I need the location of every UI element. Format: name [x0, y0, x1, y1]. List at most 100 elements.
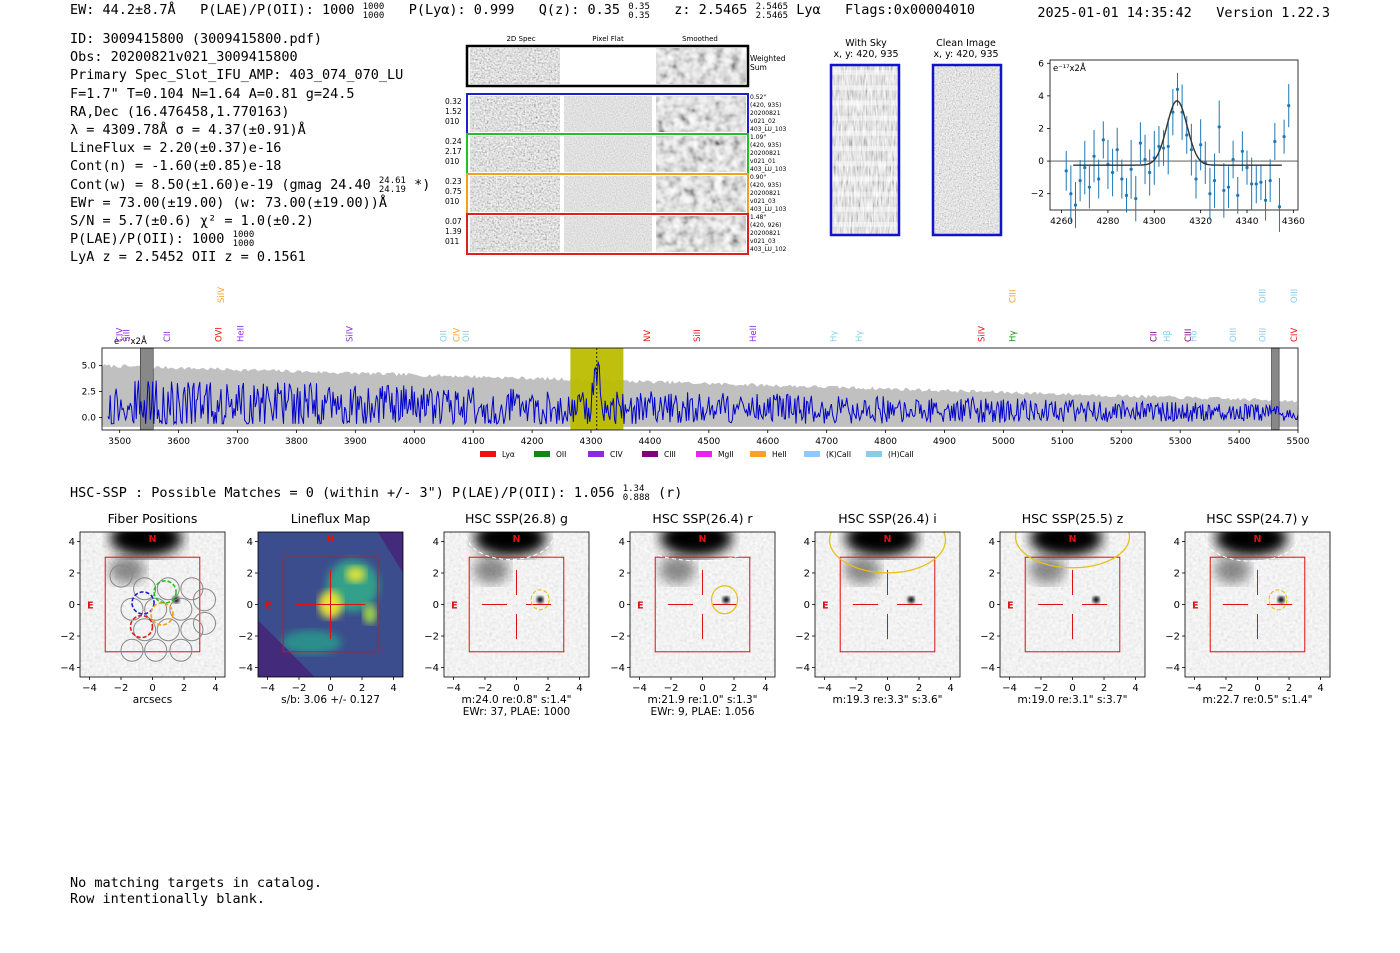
fit-data-point	[1208, 192, 1212, 196]
hsc-summary: HSC-SSP : Possible Matches = 0 (within +…	[70, 485, 682, 503]
stamp-2d	[470, 136, 560, 172]
flux-dark	[377, 532, 403, 573]
clean-image-frame	[931, 63, 1003, 237]
panel-ytick-label: −2	[238, 632, 253, 643]
stamp-gap	[560, 136, 564, 172]
header-bar: EW: 44.2±8.7Å P(LAE)/P(OII): 1000 1000 10…	[70, 2, 975, 21]
panel-ytick-label: 2	[433, 568, 439, 579]
stamp-right-label: 403_LU_102	[750, 246, 787, 253]
pixel-noise	[815, 532, 960, 677]
panel-ytick-label: 4	[619, 537, 625, 548]
fit-xtick-label: 4260	[1050, 217, 1073, 227]
panel-ytick-label: −4	[980, 663, 995, 674]
spec-line-label: CII	[163, 331, 173, 342]
fit-data-point	[1185, 133, 1189, 137]
with-sky-label: With Sky	[845, 38, 887, 49]
stamp-left-label: 0.23	[445, 177, 462, 186]
spec-line-label: Hγ	[1008, 331, 1018, 342]
stamp-right-label: (420, 926)	[750, 222, 781, 229]
panel-xtick-label: −4	[632, 683, 647, 694]
fit-data-point	[1097, 177, 1101, 181]
info-block: ID: 3009415800 (3009415800.pdf) Obs: 202…	[70, 30, 430, 266]
stamp-right-label: 20200821	[750, 150, 781, 157]
stamp-col-header: 2D Spec	[506, 35, 535, 43]
info-line: Obs: 20200821v021_3009415800	[70, 49, 298, 66]
spec-line-label: OVI	[215, 327, 225, 342]
fiber-circle	[144, 638, 168, 662]
stamp-weighted-sum-row: Weighted Sum	[465, 44, 786, 88]
header-qz-lo: 0.35	[628, 11, 650, 21]
header-flags: Flags:0x00004010	[845, 2, 976, 18]
fit-data-point	[1157, 144, 1161, 149]
star-ellipse	[632, 532, 766, 562]
spec-line-label: SiIV	[345, 326, 355, 342]
fit-data-point	[1222, 188, 1226, 193]
plae2-hi: 1000	[232, 230, 255, 241]
panel-title: Lineflux Map	[291, 511, 371, 526]
spec-line-label: CIII	[1184, 329, 1194, 342]
spec-line-label: CII	[1150, 331, 1160, 342]
panel-title: HSC SSP(26.4) i	[838, 511, 936, 526]
fiber-circle	[169, 638, 193, 662]
footer-line: No matching targets in catalog.	[70, 875, 322, 891]
plae2-range: 1000 1000	[233, 231, 255, 249]
stamp-right-label: 20200821	[750, 190, 781, 197]
sky-band	[832, 206, 898, 212]
panel-caption: arcsecs	[133, 694, 172, 706]
sky-bands	[832, 70, 898, 227]
stamp-right-label: 403_LU_103	[750, 166, 787, 173]
stamp-right-label: v021_02	[750, 118, 776, 125]
fit-data-point	[1087, 185, 1092, 189]
fit-data-point	[1240, 149, 1244, 153]
east-label: E	[87, 600, 94, 611]
panel-ytick-label: 2	[69, 568, 75, 579]
spec-xtick-label: 5200	[1110, 437, 1133, 447]
header-plae-hi: 1000	[362, 2, 385, 12]
east-label: E	[1192, 600, 1199, 611]
stamp-right-label: 403_LU_103	[750, 126, 787, 133]
spec-flux-line	[107, 361, 1299, 426]
contw-range: 24.61 24.19	[379, 176, 406, 195]
bright-star	[110, 532, 183, 557]
panel-xtick-label: 2	[545, 683, 551, 694]
plae2-text: P(LAE)/P(OII): 1000	[70, 231, 225, 248]
fit-xtick-label: 4360	[1282, 217, 1305, 227]
fit-data-point	[1115, 148, 1119, 152]
flux-peak	[345, 566, 366, 583]
stamp-flat	[560, 48, 656, 84]
fit-data-point	[1254, 182, 1258, 186]
info-line: Cont(n) = -1.60(±0.85)e-18	[70, 158, 282, 175]
spec-xtick-label: 4900	[933, 437, 956, 447]
panel-xtick-label: 0	[149, 683, 155, 694]
spec-xtick-label: 3600	[167, 437, 190, 447]
stamp-col-header: Smoothed	[682, 35, 718, 43]
fit-data-point	[1064, 169, 1068, 173]
fit-data-point	[1226, 185, 1231, 189]
stamp-frame	[465, 44, 750, 88]
info-line: λ = 4309.78Å σ = 4.37(±0.91)Å	[70, 121, 306, 138]
north-label: N	[149, 534, 157, 545]
spec-ytick-label: 5.0	[82, 362, 97, 372]
spec-line-label: SiIV	[217, 287, 227, 303]
stamp-flat	[564, 176, 652, 212]
stamp-flat	[564, 136, 652, 172]
aperture-box	[282, 556, 379, 653]
fit-data-point	[1268, 179, 1272, 183]
spec-legend-label: OII	[556, 450, 566, 459]
east-label: E	[265, 600, 272, 611]
panel-xtick-label: −4	[446, 683, 461, 694]
spec-line-label: CIV	[453, 328, 463, 342]
spec-line-label: Hδ	[1190, 330, 1200, 342]
with-sky-frame	[829, 63, 901, 237]
bright-star	[474, 532, 547, 557]
panel-ytick-label: 0	[1174, 600, 1180, 611]
spec-xtick-label: 4600	[756, 437, 779, 447]
fit-data-point	[1124, 193, 1129, 197]
panel-xtick-label: 4	[762, 683, 768, 694]
stamp-left-label: 1.39	[445, 227, 462, 236]
fit-xtick-label: 4340	[1236, 217, 1259, 227]
spec-line-label: NV	[643, 330, 653, 342]
